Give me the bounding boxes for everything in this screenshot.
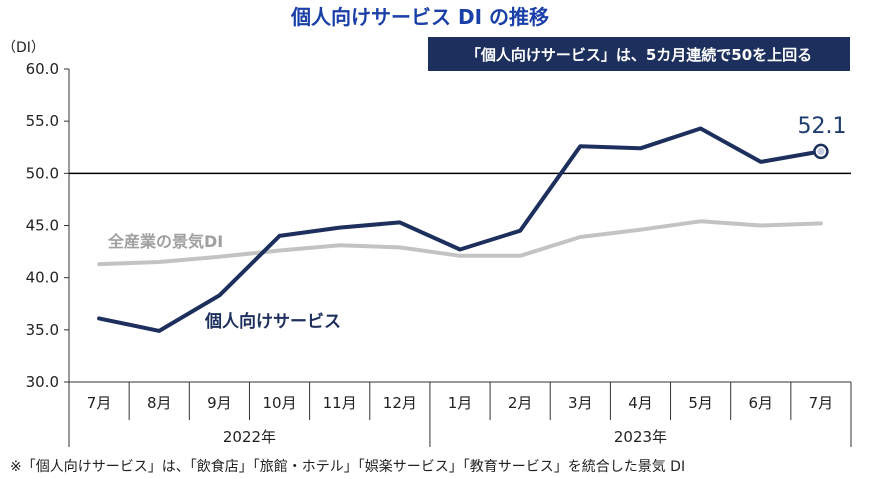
x-tick-label: 2月 [508,394,533,412]
x-tick-label: 9月 [207,394,232,412]
x-tick-label: 11月 [323,394,357,412]
y-tick-label: 30.0 [26,373,59,391]
last-point-marker-inner [817,147,825,155]
year-group-label: 2023年 [614,428,667,446]
x-axis: 7月 8月 9月 10月 11月 12月 1月 2月 3月 4月 5月 6月 7月 2022年 2023年 [68,382,852,447]
series-lines [97,126,829,333]
banner-text: 「個人向けサービス」は、5カ月連続で50を上回る [466,46,812,64]
x-tick-label: 12月 [383,394,417,412]
x-tick-label: 1月 [448,394,473,412]
banner-background [428,37,850,71]
x-tick-label: 10月 [262,394,296,412]
y-tick-label: 45.0 [26,217,59,235]
y-tick-label: 50.0 [26,164,59,182]
series-label-all-industries: 全産業の景気DI [107,232,223,251]
last-value-callout: 52.1 [798,114,847,139]
y-axis-label: （DI） [2,40,45,56]
y-axis-ticks: 60.0 55.0 50.0 45.0 40.0 35.0 30.0 [26,60,69,391]
series-line-personal-services [97,126,823,333]
x-tick-label: 4月 [628,394,653,412]
footnote: ※「個人向けサービス」は、「飲食店」「旅館・ホテル」「娯楽サービス」「教育サービ… [10,458,685,475]
series-label-personal-services: 個人向けサービス [204,311,341,332]
year-group-label: 2022年 [223,428,276,446]
x-tick-label: 6月 [748,394,773,412]
x-tick-label: 5月 [688,394,713,412]
chart-title: 個人向けサービス DI の推移 [290,5,549,29]
series-line-all-industries [97,219,823,267]
x-tick-label: 7月 [87,394,112,412]
y-tick-label: 40.0 [26,269,59,287]
x-tick-label: 7月 [809,394,834,412]
x-tick-label: 3月 [568,394,593,412]
y-tick-label: 35.0 [26,321,59,339]
y-tick-label: 60.0 [26,60,59,78]
x-tick-label: 8月 [147,394,172,412]
y-tick-label: 55.0 [26,112,59,130]
